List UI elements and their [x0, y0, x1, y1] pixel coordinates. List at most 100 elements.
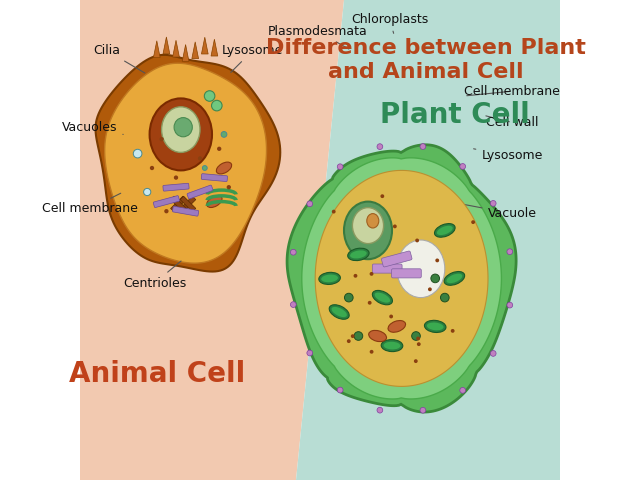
Ellipse shape	[217, 147, 221, 151]
Ellipse shape	[416, 336, 420, 340]
Ellipse shape	[420, 144, 426, 149]
Text: Difference between Plant
and Animal Cell: Difference between Plant and Animal Cell	[266, 38, 586, 82]
Ellipse shape	[372, 291, 393, 304]
Ellipse shape	[143, 188, 151, 196]
Text: Animal Cell: Animal Cell	[68, 360, 245, 388]
Ellipse shape	[381, 339, 403, 352]
Ellipse shape	[351, 334, 355, 338]
Ellipse shape	[350, 250, 367, 259]
FancyBboxPatch shape	[381, 251, 412, 267]
FancyBboxPatch shape	[187, 185, 213, 199]
FancyBboxPatch shape	[154, 196, 179, 207]
Ellipse shape	[384, 341, 400, 350]
Ellipse shape	[417, 342, 420, 346]
Ellipse shape	[436, 226, 453, 235]
FancyBboxPatch shape	[172, 206, 199, 216]
Ellipse shape	[397, 240, 445, 298]
Ellipse shape	[344, 202, 392, 259]
Ellipse shape	[198, 156, 202, 160]
Ellipse shape	[460, 387, 465, 393]
Bar	[171, 196, 186, 212]
Ellipse shape	[414, 359, 418, 363]
Ellipse shape	[440, 293, 449, 302]
Ellipse shape	[507, 249, 513, 254]
Ellipse shape	[425, 319, 445, 334]
Ellipse shape	[377, 408, 383, 413]
Ellipse shape	[322, 273, 337, 284]
Ellipse shape	[227, 185, 231, 190]
Ellipse shape	[420, 408, 426, 413]
Ellipse shape	[164, 209, 168, 213]
Ellipse shape	[434, 224, 456, 237]
Polygon shape	[202, 37, 208, 54]
Polygon shape	[80, 0, 344, 480]
Ellipse shape	[490, 201, 496, 206]
FancyBboxPatch shape	[202, 174, 227, 181]
Bar	[180, 196, 196, 212]
Ellipse shape	[507, 302, 513, 308]
Polygon shape	[182, 45, 189, 61]
Bar	[180, 196, 196, 212]
Ellipse shape	[291, 249, 296, 255]
Ellipse shape	[307, 350, 313, 356]
Bar	[171, 196, 186, 212]
Text: Centrioles: Centrioles	[123, 261, 186, 290]
Ellipse shape	[202, 166, 207, 170]
Ellipse shape	[471, 220, 475, 224]
Polygon shape	[192, 42, 198, 59]
Ellipse shape	[319, 271, 340, 286]
Ellipse shape	[412, 332, 420, 340]
Polygon shape	[211, 39, 218, 56]
Ellipse shape	[337, 164, 343, 169]
Ellipse shape	[431, 274, 440, 283]
Polygon shape	[163, 37, 170, 54]
Text: Cell membrane: Cell membrane	[464, 84, 560, 98]
Text: Lysosome: Lysosome	[474, 149, 543, 163]
Ellipse shape	[393, 225, 397, 228]
Polygon shape	[154, 41, 160, 58]
Ellipse shape	[377, 144, 383, 149]
Ellipse shape	[444, 272, 465, 285]
Ellipse shape	[353, 274, 357, 278]
Ellipse shape	[353, 208, 383, 244]
Ellipse shape	[354, 332, 363, 340]
Ellipse shape	[428, 321, 443, 332]
FancyBboxPatch shape	[372, 264, 402, 273]
Ellipse shape	[207, 196, 222, 207]
Ellipse shape	[150, 98, 212, 170]
Ellipse shape	[460, 164, 465, 169]
Ellipse shape	[368, 301, 372, 305]
Polygon shape	[287, 145, 516, 412]
Text: Plasmodesmata: Plasmodesmata	[268, 24, 367, 49]
Text: Plant Cell: Plant Cell	[380, 101, 529, 129]
Ellipse shape	[435, 259, 439, 263]
Text: Vacuole: Vacuole	[465, 204, 536, 220]
Polygon shape	[296, 0, 560, 480]
Ellipse shape	[428, 288, 432, 291]
Ellipse shape	[307, 201, 313, 207]
Ellipse shape	[332, 210, 335, 214]
Ellipse shape	[415, 239, 419, 242]
Ellipse shape	[211, 100, 222, 111]
Text: Chloroplasts: Chloroplasts	[351, 12, 428, 33]
FancyBboxPatch shape	[392, 269, 421, 278]
Ellipse shape	[221, 132, 227, 137]
Text: Vacuoles: Vacuoles	[62, 120, 123, 134]
Polygon shape	[316, 170, 488, 386]
Ellipse shape	[328, 306, 350, 318]
Ellipse shape	[367, 214, 379, 228]
Ellipse shape	[174, 176, 178, 180]
Ellipse shape	[348, 248, 369, 261]
Ellipse shape	[331, 308, 348, 316]
Ellipse shape	[174, 118, 192, 137]
Ellipse shape	[344, 293, 353, 302]
Ellipse shape	[490, 350, 496, 356]
Ellipse shape	[133, 149, 142, 158]
Ellipse shape	[370, 272, 374, 276]
Polygon shape	[302, 158, 502, 399]
Text: Lysosome: Lysosome	[222, 44, 284, 72]
Ellipse shape	[291, 302, 296, 308]
Ellipse shape	[150, 166, 154, 170]
Ellipse shape	[204, 91, 215, 101]
Ellipse shape	[369, 330, 387, 342]
